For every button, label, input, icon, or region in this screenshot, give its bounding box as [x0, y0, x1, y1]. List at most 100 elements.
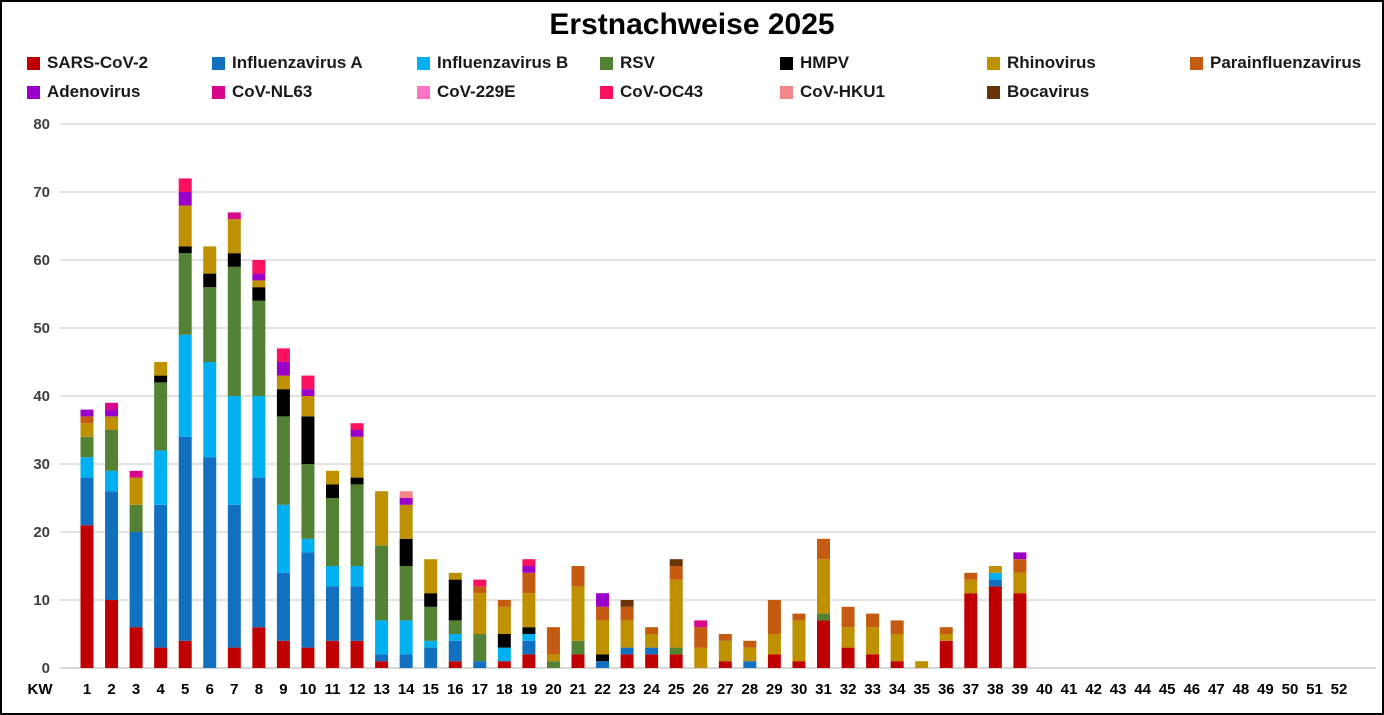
bar-segment-kw5-hmpv — [178, 246, 192, 254]
bar-segment-kw35-rhinovirus — [915, 661, 929, 668]
bar-segment-kw8-influenzavirus-b — [252, 396, 266, 478]
x-tick-label-kw3: 3 — [132, 681, 140, 698]
bar-segment-kw7-influenzavirus-a — [227, 504, 241, 648]
bar-segment-kw15-influenzavirus-a — [424, 647, 438, 668]
bar-segment-kw17-cov-oc43 — [473, 579, 487, 587]
bar-segment-kw16-rhinovirus — [448, 572, 462, 580]
bar-segment-kw7-sars-cov-2 — [227, 647, 241, 668]
bar-segment-kw12-cov-oc43 — [350, 423, 364, 430]
bar-segment-kw2-adenovirus — [105, 409, 119, 417]
legend-item-cov-229e: CoV-229E — [417, 82, 515, 102]
bar-segment-kw10-rsv — [301, 464, 315, 539]
bar-segment-kw2-rhinovirus — [105, 416, 119, 430]
x-tick-label-kw26: 26 — [692, 681, 709, 698]
bar-segment-kw11-sars-cov-2 — [326, 640, 339, 668]
bar-segment-kw10-sars-cov-2 — [301, 647, 315, 668]
bar-segment-kw5-rhinovirus — [178, 205, 192, 247]
legend-item-bocavirus: Bocavirus — [987, 82, 1089, 102]
bar-segment-kw6-influenzavirus-a — [203, 457, 217, 668]
bar-segment-kw1-rhinovirus — [80, 423, 94, 437]
bar-segment-kw23-rhinovirus — [620, 620, 634, 648]
bar-segment-kw5-cov-oc43 — [178, 178, 192, 192]
bar-segment-kw19-influenzavirus-b — [522, 634, 536, 641]
bar-segment-kw36-parainfluenzavirus — [939, 627, 953, 634]
x-tick-label-kw25: 25 — [668, 681, 685, 698]
bar-segment-kw27-sars-cov-2 — [718, 661, 732, 668]
legend-label: Parainfluenzavirus — [1210, 53, 1362, 72]
x-tick-label-kw21: 21 — [570, 681, 587, 698]
legend-label: CoV-NL63 — [232, 82, 313, 101]
bar-segment-kw14-rsv — [399, 566, 413, 621]
bar-segment-kw9-rsv — [276, 416, 290, 505]
bar-segment-kw38-influenzavirus-a — [988, 579, 1002, 587]
bar-segment-kw17-influenzavirus-a — [473, 661, 487, 668]
legend-swatch-icon — [600, 56, 613, 70]
bar-segment-kw30-sars-cov-2 — [792, 661, 806, 668]
bar-segment-kw13-sars-cov-2 — [375, 661, 389, 668]
bar-segment-kw17-rhinovirus — [473, 593, 487, 634]
bar-segment-kw6-hmpv — [203, 273, 217, 288]
legend-label: HMPV — [800, 53, 850, 72]
bar-segment-kw4-hmpv — [154, 375, 168, 383]
bar-segment-kw32-sars-cov-2 — [841, 647, 855, 668]
bar-segment-kw22-hmpv — [596, 654, 610, 662]
bar-segment-kw7-rhinovirus — [227, 219, 241, 254]
x-tick-label-kw35: 35 — [913, 681, 930, 698]
bar-segment-kw28-rhinovirus — [743, 647, 757, 662]
legend-label: Rhinovirus — [1007, 53, 1096, 72]
bar-segment-kw4-influenzavirus-b — [154, 450, 168, 505]
bar-segment-kw6-rsv — [203, 287, 217, 362]
y-tick-label-60: 60 — [33, 252, 50, 269]
bar-segment-kw9-rhinovirus — [276, 375, 290, 390]
legend-label: Adenovirus — [47, 82, 141, 101]
x-tick-label-kw5: 5 — [181, 681, 189, 698]
legend-swatch-icon — [1190, 56, 1203, 70]
bar-segment-kw21-parainfluenzavirus — [571, 566, 585, 587]
bar-segment-kw21-rsv — [571, 640, 585, 655]
bar-segment-kw9-hmpv — [276, 389, 290, 417]
bar-segment-kw27-rhinovirus — [718, 640, 732, 662]
bar-segment-kw20-rsv — [546, 661, 560, 668]
bar-segment-kw16-rsv — [448, 620, 462, 634]
bar-segment-kw10-influenzavirus-a — [301, 552, 315, 648]
bar-segment-kw14-cov-hku1 — [399, 491, 413, 498]
legend-item-parainfluenzavirus: Parainfluenzavirus — [1190, 53, 1361, 73]
bar-segment-kw20-parainfluenzavirus — [546, 627, 560, 655]
x-tick-label-kw19: 19 — [521, 681, 538, 698]
bar-segment-kw1-adenovirus — [80, 409, 94, 417]
legend-label: Bocavirus — [1007, 82, 1090, 101]
bar-segment-kw31-parainfluenzavirus — [817, 538, 830, 560]
bar-segment-kw16-influenzavirus-a — [448, 640, 462, 662]
x-tick-label-kw51: 51 — [1306, 681, 1323, 698]
x-tick-label-kw12: 12 — [349, 681, 366, 698]
bar-segment-kw5-adenovirus — [178, 192, 192, 206]
x-tick-label-kw15: 15 — [422, 681, 439, 698]
bar-segment-kw37-parainfluenzavirus — [964, 572, 978, 580]
bar-segment-kw36-rhinovirus — [939, 634, 953, 641]
bar-segment-kw21-rhinovirus — [571, 586, 585, 641]
bar-segment-kw28-parainfluenzavirus — [743, 640, 757, 648]
x-tick-label-kw9: 9 — [279, 681, 287, 698]
bar-segment-kw13-rhinovirus — [375, 491, 389, 546]
bar-segment-kw2-influenzavirus-a — [105, 491, 119, 600]
bar-segment-kw28-influenzavirus-a — [743, 661, 757, 668]
bar-segment-kw22-influenzavirus-a — [596, 661, 610, 668]
legend-item-rsv: RSV — [600, 53, 655, 73]
bar-segment-kw34-parainfluenzavirus — [890, 620, 904, 634]
bar-segment-kw10-influenzavirus-b — [301, 538, 315, 553]
bar-segment-kw38-sars-cov-2 — [988, 586, 1002, 668]
bar-segment-kw32-parainfluenzavirus — [841, 606, 855, 628]
bar-segment-kw39-sars-cov-2 — [1013, 593, 1027, 668]
bar-segment-kw12-adenovirus — [350, 430, 364, 437]
y-tick-label-40: 40 — [33, 388, 50, 405]
bar-segment-kw1-parainfluenzavirus — [80, 416, 94, 424]
bar-segment-kw13-influenzavirus-a — [375, 654, 389, 662]
x-tick-label-kw31: 31 — [815, 681, 832, 698]
bar-segment-kw5-sars-cov-2 — [178, 640, 192, 668]
x-tick-label-kw34: 34 — [889, 681, 906, 698]
bar-segment-kw3-sars-cov-2 — [129, 627, 143, 668]
x-tick-label-kw2: 2 — [107, 681, 115, 698]
bar-segment-kw26-rhinovirus — [694, 647, 708, 668]
x-tick-label-kw18: 18 — [496, 681, 513, 698]
